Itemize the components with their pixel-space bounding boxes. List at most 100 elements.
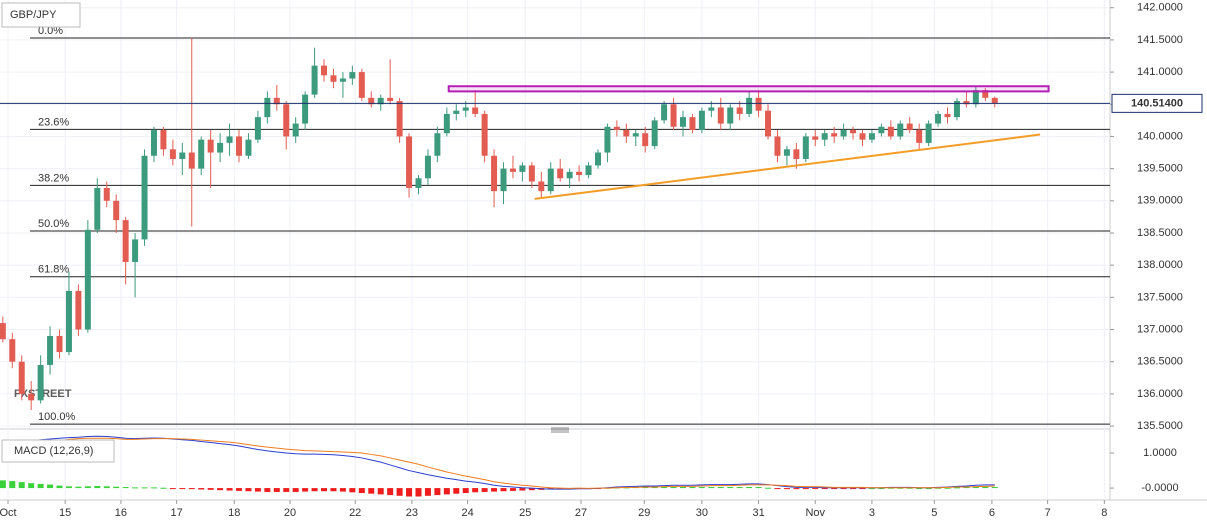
y-tick-label: 138.5000 [1137,227,1183,239]
histogram-bar [330,488,337,492]
fib-label: 38.2% [38,172,69,184]
candle-body [443,113,450,134]
histogram-bar [708,487,715,489]
histogram-bar [831,488,838,490]
candle-body [273,97,280,105]
candle-body [613,126,620,131]
histogram-bar [991,487,998,489]
x-tick-label: 22 [349,507,361,519]
candle-body [859,133,866,140]
y-tick-label: 136.0000 [1137,388,1183,400]
y-tick-label: 139.5000 [1137,163,1183,175]
histogram-bar [368,488,375,494]
histogram-bar [765,487,772,489]
histogram-bar [56,485,63,489]
histogram-bar [18,482,25,489]
histogram-bar [75,486,82,489]
candle-body [670,104,677,127]
candle-body [254,117,261,140]
histogram-bar [28,483,35,489]
candle-body [878,126,885,134]
histogram-bar [283,488,290,492]
candle-body [519,165,526,172]
histogram-bar [472,488,479,493]
histogram-bar [453,488,460,494]
candle-body [821,133,828,140]
histogram-bar [840,488,847,490]
histogram-bar [311,488,318,492]
histogram-bar [292,488,299,492]
candle-body [831,133,838,137]
macd-title-box [1,439,115,463]
histogram-bar [755,487,762,489]
histogram-bar [944,487,951,489]
histogram-bar [689,487,696,489]
histogram-bar [132,487,139,489]
candle-body [963,101,970,105]
candle-body [868,133,875,140]
candle-body [906,123,913,131]
y-tick-label: -0.0000 [1141,482,1178,494]
candle-body [424,155,431,179]
histogram-bar [84,486,91,489]
x-tick-label: 27 [575,507,587,519]
histogram-bar [698,487,705,489]
candle-body [755,97,762,111]
histogram-bar [113,486,120,489]
candle-body [94,187,101,230]
candle-body [576,171,583,176]
candle-body [509,168,516,172]
macd-title: MACD (12,26,9) [14,445,93,457]
histogram-bar [651,487,658,489]
candle-body [132,239,139,262]
candle-body [339,78,346,82]
candle-body [547,168,554,192]
candle-body [661,104,668,121]
candle-body [377,97,384,105]
candle-body [292,123,299,137]
histogram-bar [500,488,507,492]
candle-body [925,123,932,143]
x-tick-label: 17 [171,507,183,519]
candle-body [415,178,422,188]
candle-body [793,149,800,159]
candle-body [226,136,233,143]
candle-body [727,107,734,124]
x-tick-label: 24 [461,507,473,519]
candle-body [434,133,441,156]
candle-body [188,152,195,169]
histogram-bar [746,487,753,489]
candle-body [302,94,309,124]
candle-body [642,133,649,147]
candle-body [18,361,25,394]
candle-body [557,168,564,179]
histogram-bar [245,488,252,492]
candle-body [56,335,63,353]
candle-body [236,136,243,156]
histogram-bar [850,488,857,490]
candle-body [698,110,705,131]
fib-label: 100.0% [38,411,76,423]
x-tick-label: 5 [931,507,937,519]
y-tick-label: 137.0000 [1137,323,1183,335]
candle-body [37,364,44,401]
histogram-bar [150,487,157,489]
histogram-bar [122,487,129,489]
histogram-bar [491,488,498,492]
x-tick-label: 29 [638,507,650,519]
histogram-bar [443,488,450,495]
histogram-bar [65,486,72,489]
histogram-bar [254,488,261,492]
histogram-bar [9,481,16,489]
histogram-bar [169,488,176,490]
candle-body [982,90,989,98]
candle-body [198,139,205,169]
x-tick-label: 8 [1101,507,1107,519]
candle-body [387,97,394,102]
candle-body [887,126,894,137]
histogram-bar [160,487,167,489]
candle-body [75,290,82,330]
histogram-bar [859,488,866,490]
candle-body [406,136,413,188]
